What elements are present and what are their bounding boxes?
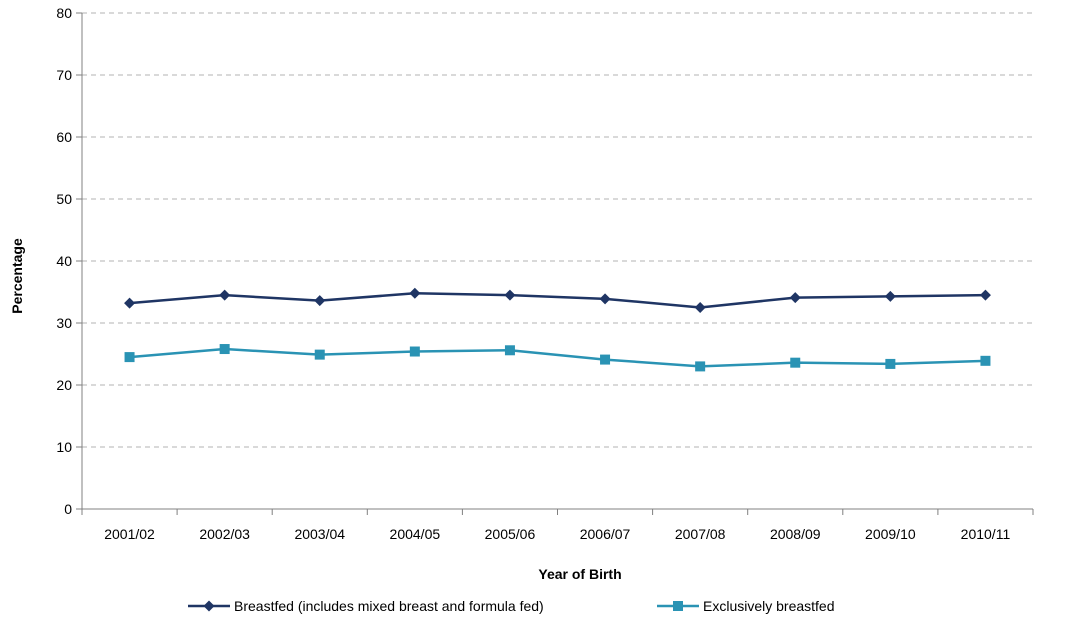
y-axis-title: Percentage xyxy=(9,238,25,314)
x-tick-label: 2005/06 xyxy=(485,526,536,542)
legend-marker xyxy=(673,601,683,611)
x-tick-label: 2003/04 xyxy=(294,526,345,542)
legend-marker xyxy=(203,600,215,612)
series-1 xyxy=(124,287,991,313)
x-tick-label: 2001/02 xyxy=(104,526,155,542)
data-point xyxy=(979,289,991,301)
data-point xyxy=(694,302,706,313)
y-tick-label: 40 xyxy=(56,253,72,269)
y-tick-label: 50 xyxy=(56,191,72,207)
y-tick-label: 70 xyxy=(56,67,72,83)
x-tick-label: 2010/11 xyxy=(961,526,1011,542)
y-tick-label: 0 xyxy=(64,501,72,517)
data-point xyxy=(219,289,231,301)
legend-item: Breastfed (includes mixed breast and for… xyxy=(188,598,544,614)
y-tick-label: 20 xyxy=(56,377,72,393)
x-tick-label: 2008/09 xyxy=(770,526,821,542)
data-point xyxy=(884,290,896,302)
x-tick-label: 2007/08 xyxy=(675,526,726,542)
series-group xyxy=(124,287,991,372)
gridlines xyxy=(82,12,1033,448)
y-tick-label: 10 xyxy=(56,439,72,455)
series-2 xyxy=(124,344,991,372)
legend-label: Exclusively breastfed xyxy=(703,598,835,614)
data-point xyxy=(980,355,991,366)
data-point xyxy=(600,354,611,365)
data-point xyxy=(409,346,420,357)
axes: 0 10 20 30 40 50 60 70 80 2001/02 2002/03 2003/04 20… xyxy=(56,5,1034,542)
x-tick-label: 2002/03 xyxy=(199,526,250,542)
legend-label: Breastfed (includes mixed breast and for… xyxy=(234,598,544,614)
data-point xyxy=(409,287,421,299)
data-point xyxy=(314,295,326,307)
legend-item: Exclusively breastfed xyxy=(657,598,835,614)
data-point xyxy=(504,345,515,356)
data-point xyxy=(314,349,325,360)
y-tick-label: 80 xyxy=(56,5,72,21)
x-tick-label: 2004/05 xyxy=(390,526,441,542)
data-point xyxy=(124,297,136,309)
y-tick-label: 60 xyxy=(56,129,72,145)
x-axis-title: Year of Birth xyxy=(538,566,621,582)
data-point xyxy=(885,358,896,369)
data-point xyxy=(599,293,611,305)
data-point xyxy=(124,352,135,363)
x-tick-label: 2006/07 xyxy=(580,526,631,542)
series-line xyxy=(129,347,986,368)
data-point xyxy=(789,292,801,304)
x-tick-label: 2009/10 xyxy=(865,526,916,542)
legend: Breastfed (includes mixed breast and for… xyxy=(188,598,835,614)
y-tick-label: 30 xyxy=(56,315,72,331)
data-point xyxy=(504,289,516,301)
series-line xyxy=(129,291,986,309)
data-point xyxy=(790,357,801,368)
data-point xyxy=(695,361,706,372)
data-point xyxy=(219,344,230,355)
